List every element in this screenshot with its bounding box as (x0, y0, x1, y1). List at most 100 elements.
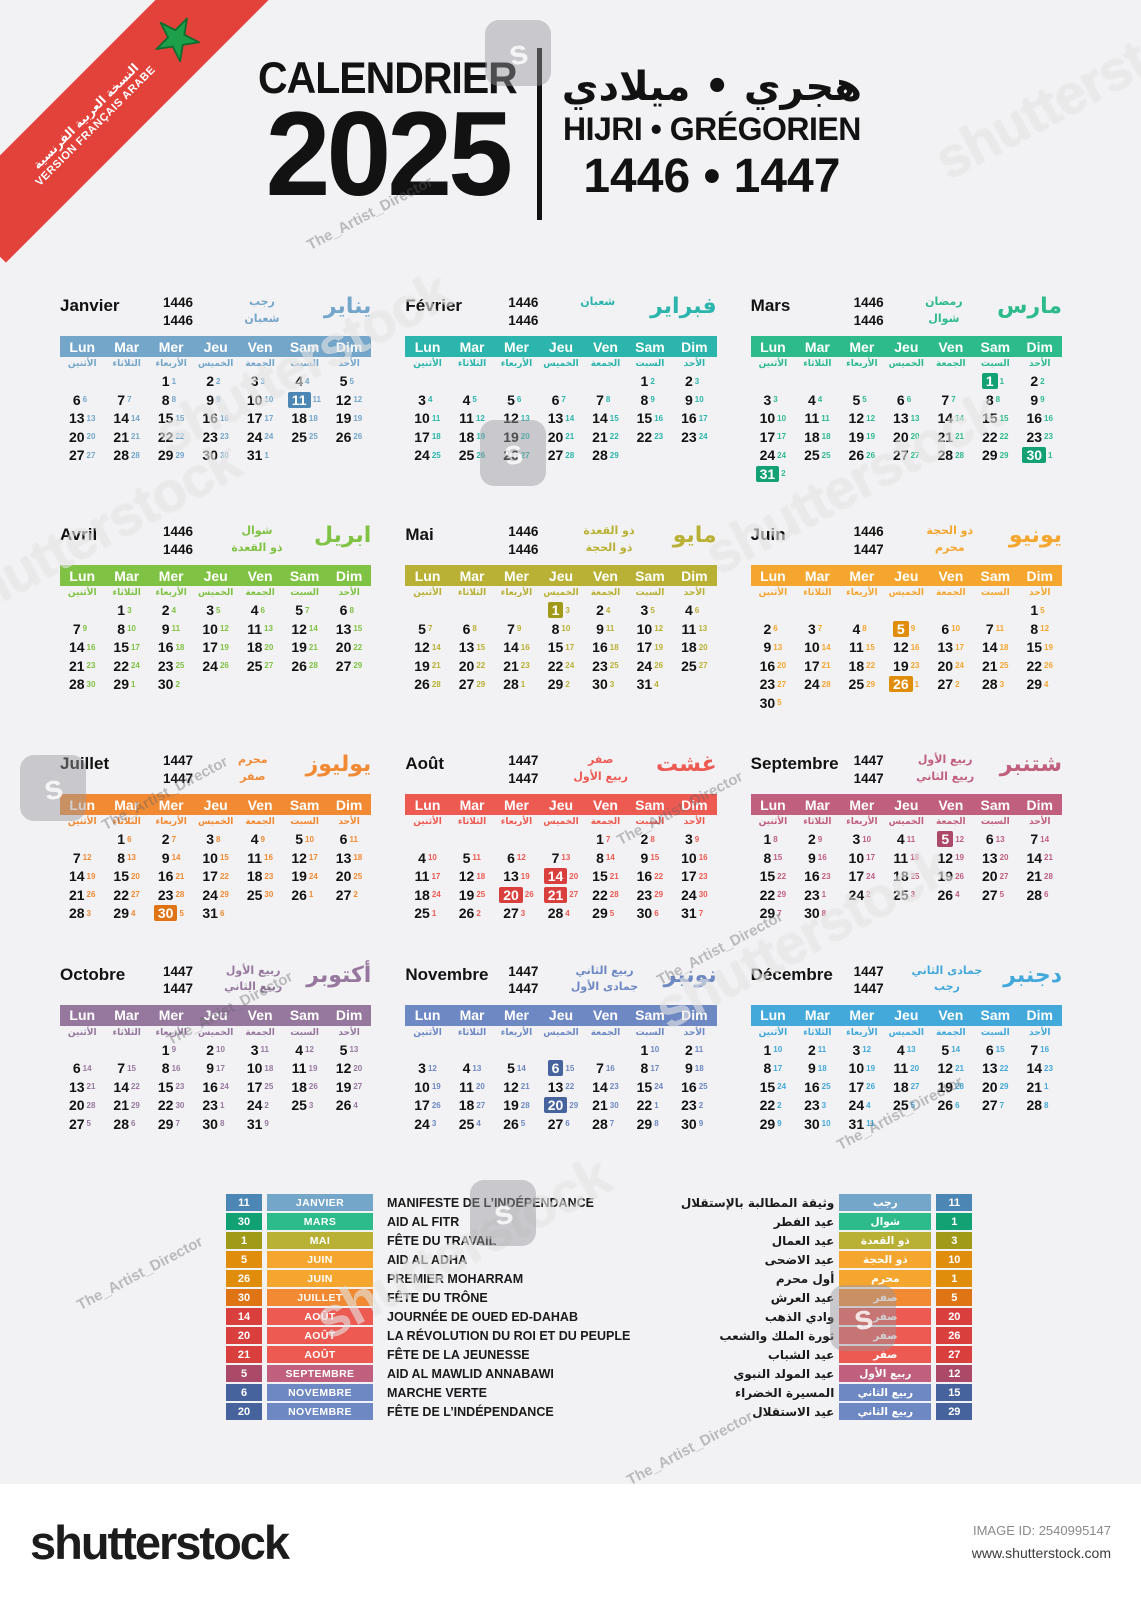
day-number: 28 (592, 447, 608, 464)
day-cell: 11 11 (282, 391, 326, 410)
month-header: Septembre 1447 1447 ربيع الأول ربيع الثاني شت… (751, 752, 1062, 794)
weekday-label: Lun (760, 567, 786, 584)
day-number: 3 (206, 831, 215, 848)
day-cell: 14 21 (1018, 849, 1062, 868)
day-cell: 23 28 (149, 886, 193, 905)
month-name: Février (405, 296, 463, 315)
day-number: 26 (335, 428, 352, 445)
day-cell: 17 26 (405, 1096, 449, 1115)
hijri-day-number: 23 (1044, 432, 1053, 442)
day-cell: 25 3 (282, 1096, 326, 1115)
weekday-arabic-label: الخميس (197, 359, 234, 369)
hijri-day-number: 22 (476, 661, 486, 671)
hijri-day-number: 7 (605, 834, 611, 844)
holiday-day-number: 5 (937, 831, 954, 848)
day-cell: 17 17 (238, 409, 282, 428)
weekday-arabic-label: الأربعاء (846, 1027, 878, 1038)
weekday-label: Sam (635, 567, 665, 584)
hijri-day-number: 4 (171, 605, 177, 615)
hijri-day-number: 21 (130, 432, 140, 442)
day-number: 2 (807, 831, 816, 848)
day-number: 3 (763, 391, 772, 408)
hijri-day-number: 10 (305, 834, 314, 844)
hijri-year-labels: 1446 1446 (156, 294, 200, 329)
hijri-day-number: 8 (219, 1119, 225, 1129)
weekday-label: Lun (414, 796, 441, 813)
weekday-label: Mar (804, 796, 830, 813)
day-cell: 4 13 (450, 1059, 494, 1078)
hijri-day-number: 16 (1044, 413, 1053, 423)
day-number: 16 (804, 868, 820, 885)
day-cell: 18 25 (884, 867, 928, 886)
weekday-arabic-label: السبت (635, 359, 665, 369)
weekday-label: Ven (593, 567, 618, 584)
day-cell: 17 25 (238, 1078, 282, 1097)
day-cell: 28 29 (583, 446, 627, 465)
hijri-day-number: 16 (910, 642, 920, 652)
legend-row-ar: ثورة الملك والشعب صفر 26 (650, 1327, 973, 1344)
month-mars: Mars 1446 1446 رمضان شوال مارس Lun Mar Mer Jeu Ven… (750, 294, 1062, 483)
hijri-day-number: 10 (216, 1045, 225, 1055)
hijri-day-number: 25 (175, 661, 185, 671)
day-cell: 22 24 (104, 657, 148, 676)
legend-holiday-label: MARCHE VERTE (387, 1385, 488, 1400)
legend-row-ar: عيد المولد النبوي ربيع الأول 12 (650, 1365, 973, 1382)
hijri-day-number: 15 (175, 413, 185, 423)
day-cell: 29 4 (1018, 675, 1062, 694)
day-number: 10 (804, 639, 820, 656)
legend-hijri-day-badge: 10 (936, 1251, 973, 1268)
legend-row-ar: أول محرم محرم 1 (650, 1270, 973, 1287)
hijri-day-number: 21 (565, 432, 575, 442)
legend-day-badge: 5 (226, 1251, 262, 1268)
day-number: 21 (68, 886, 85, 903)
hijri-day-number: 8 (862, 624, 867, 634)
holiday-day-number: 26 (889, 676, 913, 693)
legend-holiday-label-ar: عيد الاستقلال (752, 1404, 835, 1419)
weekday-arabic-label: الأثنين (67, 817, 97, 827)
hijri-day-number: 19 (866, 1063, 876, 1073)
month-arabic-name: شتنبر (999, 752, 1062, 777)
weekday-arabic-label: الثلاثاء (112, 588, 141, 598)
weekday-label: Dim (1026, 338, 1053, 355)
weekday-label: Sam (635, 796, 665, 813)
hijri-day-number: 14 (821, 642, 831, 652)
hijri-day-number: 28 (130, 450, 140, 460)
hijri-month: ربيع الثاني (575, 963, 634, 977)
day-number: 9 (685, 1060, 693, 1077)
legend-month-badge: JUIN (267, 1251, 373, 1268)
hijri-day-number: 25 (821, 1082, 831, 1092)
hijri-month-labels: ذو الحجة محرم (891, 523, 1009, 556)
day-number: 7 (507, 620, 515, 637)
day-number: 7 (596, 1060, 604, 1077)
day-cell: 26 2 (450, 904, 494, 923)
legend-row-ar: عيد الفطر شوال 1 (650, 1213, 973, 1230)
day-number: 2 (1030, 373, 1039, 390)
hijri-day-number: 4 (605, 605, 611, 615)
hijri-year: 1446 (162, 312, 194, 328)
hijri-day-number: 27 (86, 450, 96, 460)
day-number: 10 (246, 1060, 263, 1077)
hijri-day-number: 12 (862, 1045, 872, 1055)
hijri-day-number: 28 (1044, 871, 1053, 881)
empty-cell (751, 372, 795, 391)
ribbon-text: النسخة العربية الفرنسية VERSION FRANÇAIS… (23, 53, 160, 190)
day-number: 11 (893, 849, 909, 866)
weekday-label: Sam (980, 1007, 1011, 1023)
day-cell: 21 29 (104, 1096, 148, 1115)
day-number: 18 (291, 410, 307, 427)
hijri-day-number: 30 (609, 1100, 619, 1110)
legend-holiday-label-ar: عيد العمال (771, 1233, 835, 1248)
month-day-grid: 1 5 2 6 3 7 4 8 5 9 6 10 7 11 8 12 9 13 10 14 11 15 12 16 13 17 14… (751, 601, 1062, 712)
day-number: 24 (414, 1115, 430, 1132)
hijri-day-number: 8 (1044, 1100, 1049, 1110)
day-cell: 24 2 (840, 886, 884, 905)
hijri-day-number: 1 (308, 890, 314, 900)
day-number: 23 (804, 886, 820, 903)
weekday-arabic-label: الأحد (1029, 588, 1051, 598)
day-number: 16 (681, 410, 697, 427)
day-cell: 20 21 (539, 428, 583, 447)
hijri-day-number: 6 (516, 395, 522, 405)
